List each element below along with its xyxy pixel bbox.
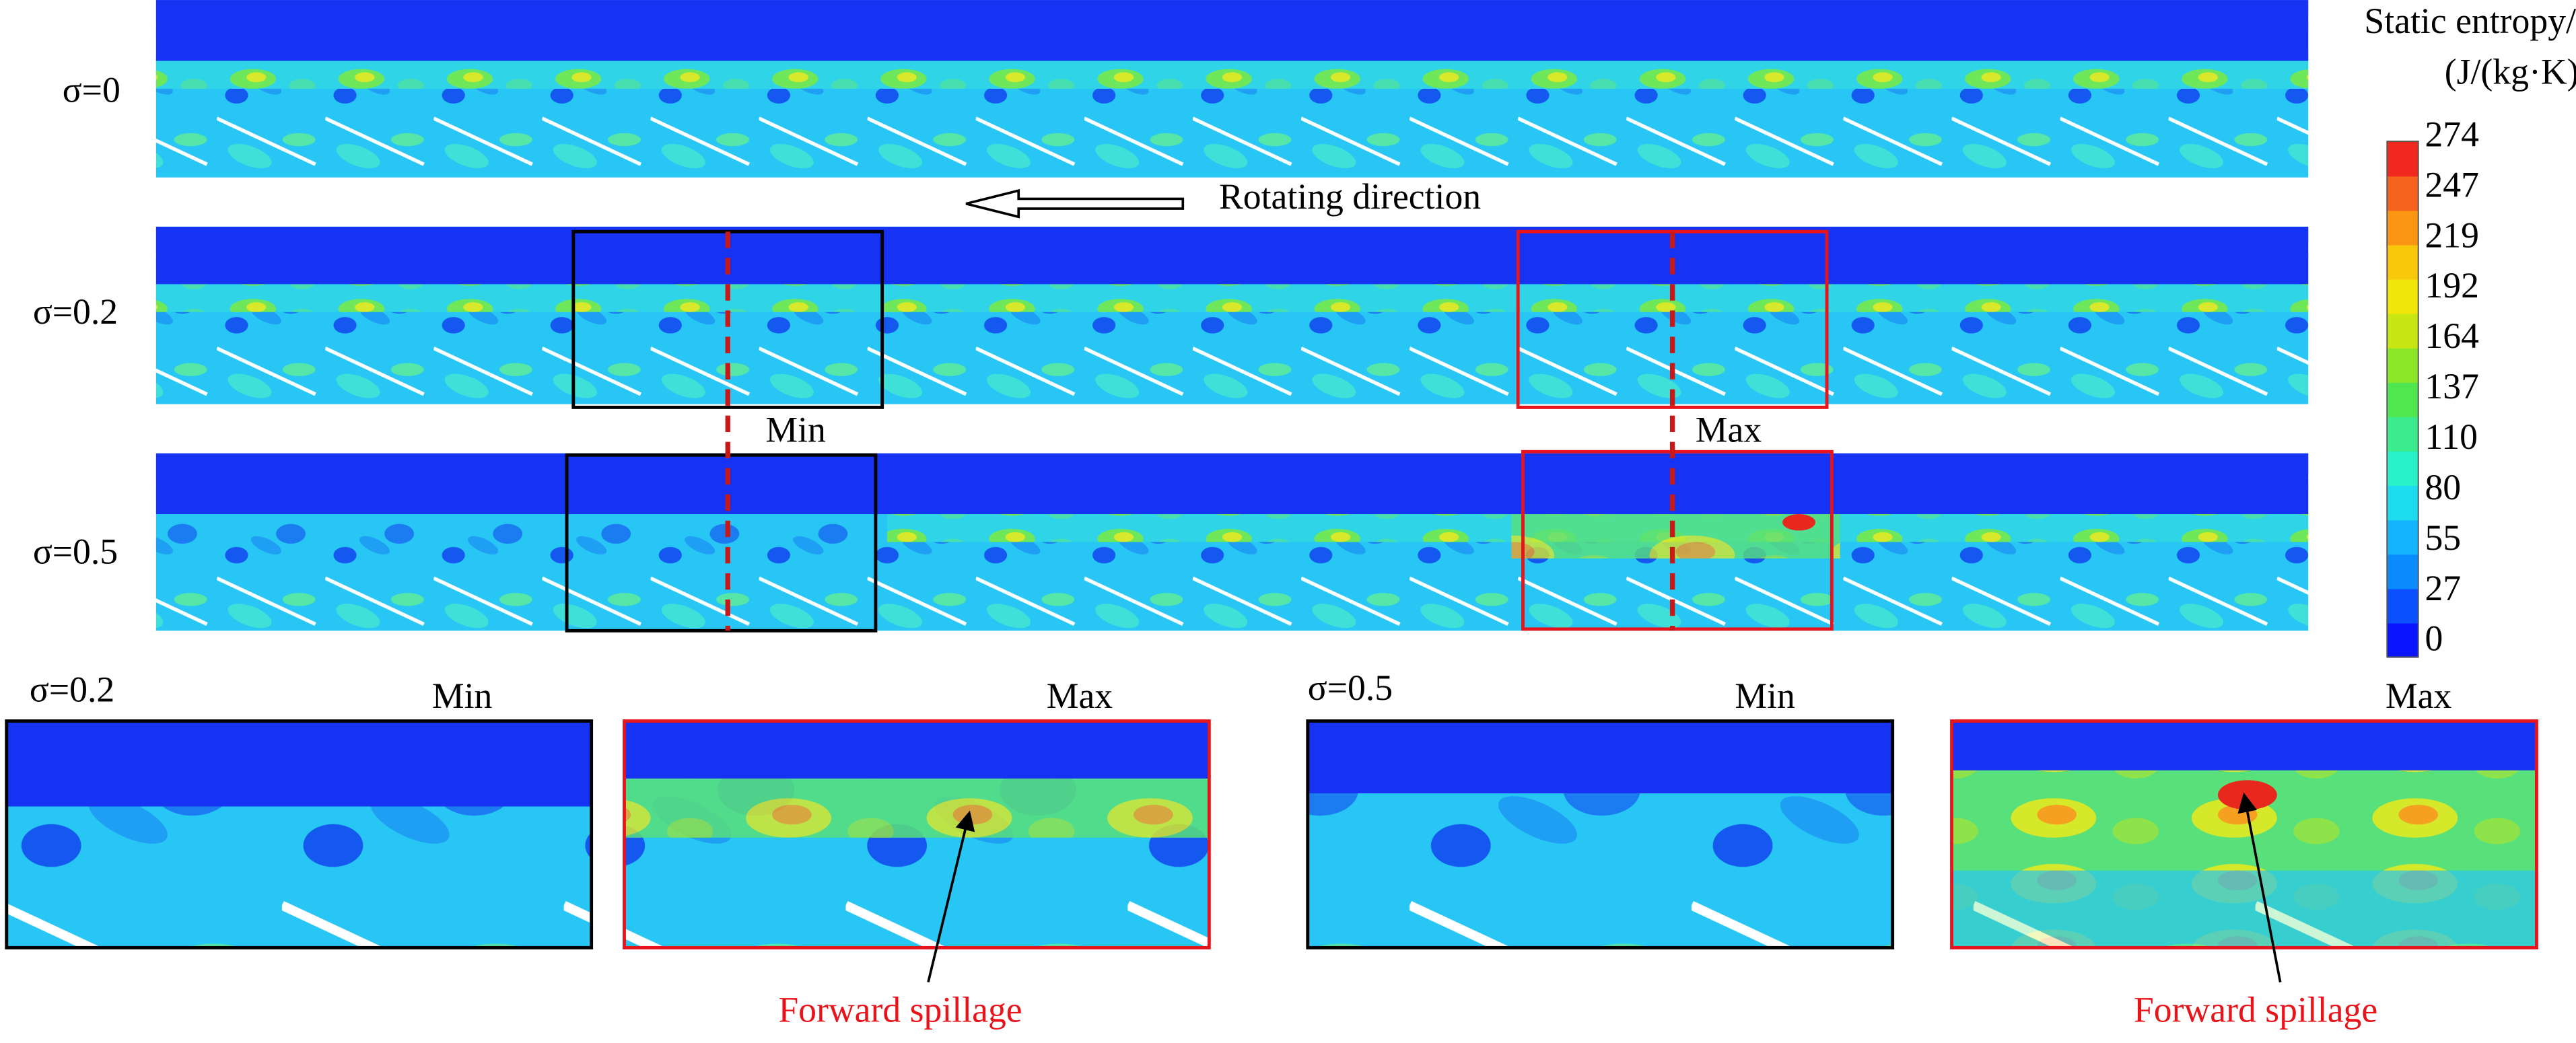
panel-frame: [5, 719, 594, 949]
panel-label: Min: [432, 676, 493, 716]
colorbar-band: [2387, 244, 2418, 280]
strip-label: σ=0: [63, 70, 120, 110]
strip-top: [155, 453, 2309, 515]
colorbar-frame: [2386, 141, 2419, 658]
strip: [155, 453, 2309, 631]
detail-label: σ=0.2: [30, 669, 114, 709]
panel-top: [624, 721, 1210, 779]
colorbar-tick-label: 247: [2425, 164, 2479, 205]
panel-top: [1307, 721, 1893, 793]
panel-label: Min: [1735, 676, 1795, 716]
colorbar-band: [2387, 554, 2418, 589]
colorbar-tick-label: 192: [2425, 265, 2479, 305]
colorbar-tick-label: 164: [2425, 316, 2479, 356]
panel-low: [1951, 870, 2537, 948]
panel-top: [6, 721, 592, 807]
annotation-arrow: [2237, 792, 2282, 982]
panel-frame: [1306, 719, 1895, 949]
min-box: [565, 453, 878, 633]
colorbar-band: [2387, 519, 2418, 555]
panel-frame: [1950, 719, 2538, 949]
hot-spot: [2217, 780, 2277, 810]
colorbar-band: [2387, 622, 2418, 658]
detail-label: σ=0.5: [1308, 668, 1393, 708]
colorbar-tick-label: 110: [2425, 417, 2478, 457]
panel-hot: [624, 772, 1210, 838]
detail-panel: [1950, 719, 2538, 949]
detail-panel: [5, 719, 594, 949]
colorbar-tick-label: 219: [2425, 215, 2479, 255]
annotation: Forward spillage: [778, 989, 1022, 1030]
rotating-arrow: [965, 188, 1185, 219]
colorbar-tick-label: 55: [2425, 517, 2461, 558]
rotating-label: Rotating direction: [1219, 176, 1481, 217]
strip: [155, 226, 2309, 404]
zoom-label: Min: [765, 410, 826, 450]
strip-crest: [155, 282, 2309, 312]
colorbar-band: [2387, 279, 2418, 314]
annotation-arrow: [927, 810, 975, 983]
annotation: Forward spillage: [2134, 989, 2377, 1030]
strip-label: σ=0.5: [33, 531, 118, 571]
colorbar-unit: (J/(kg·K)): [2445, 52, 2576, 92]
panel-top: [1951, 721, 2537, 770]
colorbar-band: [2387, 313, 2418, 349]
colorbar-title: Static entropy/: [2364, 1, 2576, 41]
colorbar-tick-label: 80: [2425, 467, 2461, 507]
colorbar-band: [2387, 484, 2418, 521]
colorbar-band: [2387, 210, 2418, 246]
colorbar-band: [2387, 347, 2418, 383]
colorbar-band: [2387, 416, 2418, 452]
colorbar-tick-label: 27: [2425, 568, 2461, 608]
strip-label: σ=0.2: [33, 291, 118, 332]
colorbar: 274 247 219 192 164 137 110 80 55 27 0: [2386, 114, 2479, 659]
strip-crest: [155, 59, 2309, 89]
strips: [155, 0, 2309, 631]
hot-spot: [1782, 514, 1815, 531]
zoom-label: Max: [1696, 410, 1762, 450]
colorbar-band: [2387, 450, 2418, 487]
colorbar-band: [2387, 141, 2418, 177]
colorbar-tick-label: 274: [2425, 114, 2479, 154]
colorbar-tick-label: 137: [2425, 366, 2479, 406]
max-box: [1521, 449, 1834, 631]
colorbar-band: [2387, 382, 2418, 417]
detail-panel: [623, 719, 1211, 949]
colorbar-tick-label: 0: [2425, 618, 2443, 659]
detail-panel: [1306, 719, 1895, 949]
strip-top: [155, 226, 2309, 285]
panel-label: Max: [2386, 676, 2452, 716]
strip-top: [155, 0, 2309, 61]
colorbar-band: [2387, 176, 2418, 211]
panel-label: Max: [1047, 676, 1113, 716]
colorbar-band: [2387, 588, 2418, 624]
panel-frame: [623, 719, 1211, 949]
strip: [155, 0, 2309, 178]
